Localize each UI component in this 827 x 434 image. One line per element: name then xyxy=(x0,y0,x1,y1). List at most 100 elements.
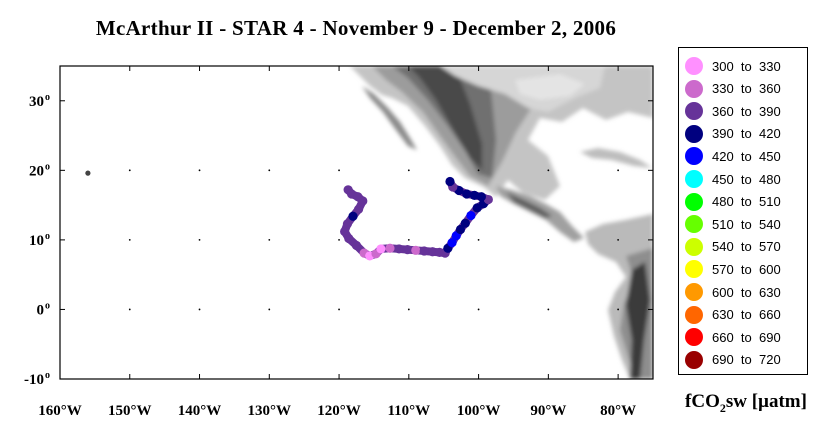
track-point xyxy=(353,204,364,214)
grid-dot xyxy=(547,308,550,311)
track-point xyxy=(411,245,421,255)
legend-label: 510 to 540 xyxy=(712,216,781,232)
legend-swatch xyxy=(685,260,703,279)
grid-dot xyxy=(198,238,201,241)
legend-item: 480 to 510 xyxy=(685,192,781,212)
track-point xyxy=(447,238,457,248)
track-point xyxy=(394,244,404,254)
axis-ticks: 160°W 150°W 140°W 130°W 120°W 110°W 100°W 90°W 8… xyxy=(24,66,653,419)
legend-swatch xyxy=(685,170,703,188)
x-tick-label: 130°W xyxy=(248,403,292,419)
y-degree-mark: o xyxy=(45,161,50,172)
x-tick-label: 110°W xyxy=(387,403,430,419)
legend-swatch xyxy=(685,192,703,211)
legend-title-main: fCO xyxy=(685,391,720,412)
legend-title-subscript: 2 xyxy=(719,400,726,415)
legend-swatch xyxy=(685,79,703,98)
grid-dot xyxy=(338,169,340,172)
track-point xyxy=(460,218,470,228)
grid-dot xyxy=(617,238,620,241)
y-degree-mark: o xyxy=(45,92,50,103)
legend-label: 660 to 690 xyxy=(712,329,781,345)
y-degree-mark: o xyxy=(45,370,50,381)
legend-item: 390 to 420 xyxy=(685,124,781,144)
y-tick-label: 30 xyxy=(29,94,44,110)
legend-swatch xyxy=(685,215,703,234)
x-tick-label: 150°W xyxy=(108,403,152,419)
grid-dot xyxy=(128,169,131,172)
grid-dot xyxy=(268,238,271,241)
track-point xyxy=(483,194,493,205)
grid-dot xyxy=(128,238,131,241)
y-tick-label: 20 xyxy=(29,163,44,179)
legend-label: 450 to 480 xyxy=(712,171,781,187)
legend-swatch xyxy=(685,124,703,143)
track-point xyxy=(427,247,438,257)
map-title: McArthur II - STAR 4 - November 9 - Dece… xyxy=(95,16,617,40)
grid-dot xyxy=(477,238,480,241)
legend-label: 570 to 600 xyxy=(712,261,781,277)
hawaii-point xyxy=(85,170,91,176)
legend-label: 600 to 630 xyxy=(712,284,781,300)
legend-item: 360 to 390 xyxy=(685,101,781,121)
x-tick-label: 90°W xyxy=(530,403,566,419)
legend-label: 300 to 330 xyxy=(712,58,781,74)
track-point xyxy=(462,189,472,199)
legend-item: 330 to 360 xyxy=(685,79,781,99)
track-point xyxy=(466,210,476,221)
legend-title: fCO2sw [µatm] xyxy=(676,391,816,416)
track-point xyxy=(385,243,395,253)
legend-box: 300 to 330 330 to 360 360 to 390 390 to 420… xyxy=(678,47,808,375)
track-point xyxy=(376,244,386,254)
track-point xyxy=(344,233,354,244)
cruise-track-layer xyxy=(85,170,493,261)
legend-swatch xyxy=(685,283,703,301)
grid-dot xyxy=(128,308,131,311)
grid-dot xyxy=(547,238,550,241)
grid-dot xyxy=(617,308,620,311)
legend-item: 540 to 570 xyxy=(685,237,781,257)
legend-item: 660 to 690 xyxy=(685,327,781,347)
legend-swatch xyxy=(685,237,703,256)
legend-item: 420 to 450 xyxy=(685,146,781,166)
grid-dot xyxy=(407,308,410,311)
legend-item: 570 to 600 xyxy=(685,259,781,279)
legend-item: 630 to 660 xyxy=(685,305,781,325)
y-degree-mark: o xyxy=(45,300,50,311)
legend-label: 480 to 510 xyxy=(712,194,781,210)
legend-swatch xyxy=(685,328,703,347)
grid-dot xyxy=(268,308,271,311)
y-degree-mark: o xyxy=(45,231,50,242)
legend-swatch xyxy=(685,102,703,121)
grid-dot xyxy=(338,308,340,311)
x-tick-label: 160°W xyxy=(38,403,82,419)
track-point xyxy=(351,240,362,251)
plot-frame xyxy=(59,65,654,380)
legend-item: 690 to 720 xyxy=(685,350,781,370)
legend-item: 450 to 480 xyxy=(685,169,781,189)
x-tick-label: 100°W xyxy=(457,403,501,419)
legend-label: 330 to 360 xyxy=(712,81,781,97)
grid-dot xyxy=(338,238,340,241)
legend-swatch xyxy=(685,147,703,166)
x-tick-label: 120°W xyxy=(317,403,361,419)
grid-dot xyxy=(198,169,201,172)
legend-swatch xyxy=(685,305,703,324)
legend-label: 540 to 570 xyxy=(712,239,781,255)
legend-label: 390 to 420 xyxy=(712,126,781,142)
legend-swatch xyxy=(685,57,703,75)
legend-label: 630 to 660 xyxy=(712,307,781,323)
legend-item: 600 to 630 xyxy=(685,282,781,302)
legend-label: 360 to 390 xyxy=(712,103,781,119)
grid-dot xyxy=(268,169,271,172)
grid-dot xyxy=(407,169,410,172)
grid-dot xyxy=(477,308,480,311)
track-point xyxy=(340,226,350,237)
track-point xyxy=(348,211,358,221)
track-point xyxy=(419,246,429,256)
y-tick-label: 0 xyxy=(37,302,45,318)
grid-dot xyxy=(198,308,201,311)
grid-dot xyxy=(407,238,410,241)
x-tick-label: 80°W xyxy=(600,403,636,419)
